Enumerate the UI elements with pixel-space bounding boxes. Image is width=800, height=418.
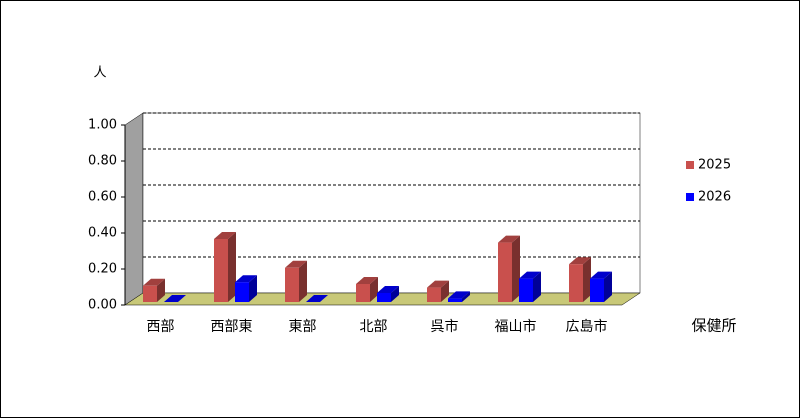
- y-tick-label: 0.20: [88, 262, 117, 277]
- bar-front: [377, 293, 391, 302]
- bar: [306, 295, 328, 302]
- bar-side: [441, 280, 449, 302]
- y-tick-label: 1.00: [88, 118, 117, 133]
- bar-side: [604, 271, 612, 302]
- bar-side: [228, 232, 236, 302]
- bar-side: [370, 277, 378, 302]
- bar-front: [427, 287, 441, 302]
- x-tick-label: 西部東: [211, 319, 253, 335]
- bar-top: [285, 260, 307, 268]
- bar-top: [519, 271, 541, 279]
- legend-label: 2025: [698, 158, 731, 173]
- bar-side: [583, 257, 591, 302]
- legend-swatch: [686, 161, 694, 169]
- bar-top: [377, 286, 399, 293]
- bar-front: [214, 239, 228, 302]
- bar: [427, 280, 449, 302]
- bar-front: [498, 242, 512, 302]
- side-wall: [124, 112, 144, 306]
- bar-front: [235, 282, 249, 302]
- bar-front: [519, 278, 533, 302]
- bar: [235, 275, 257, 302]
- bar-top: [498, 235, 520, 243]
- bar-side: [462, 291, 470, 302]
- bar-side: [391, 286, 399, 302]
- bar: [214, 232, 236, 302]
- x-tick-label: 東部: [289, 319, 317, 335]
- y-tick-label: 0.80: [88, 154, 117, 169]
- x-tick-label: 広島市: [566, 318, 608, 335]
- bar: [448, 291, 470, 302]
- bar-side: [157, 278, 165, 302]
- bar: [569, 257, 591, 302]
- bar-top: [235, 275, 257, 283]
- y-tick-label: 0.40: [88, 226, 117, 241]
- y-tick-label: 0.00: [88, 298, 117, 313]
- bar-side: [249, 275, 257, 302]
- bar: [498, 235, 520, 302]
- bar: [356, 277, 378, 302]
- bar-top: [448, 291, 470, 299]
- y-tick-label: 0.60: [88, 190, 117, 205]
- bar-top: [214, 232, 236, 239]
- bar: [519, 271, 541, 302]
- bar-side: [299, 260, 307, 302]
- bar: [143, 278, 165, 302]
- bar: [590, 271, 612, 302]
- bar-top: [306, 295, 328, 302]
- bar-front: [569, 264, 583, 302]
- bar-front: [590, 278, 604, 302]
- bar-top: [164, 295, 186, 302]
- x-tick-label: 北部: [360, 319, 388, 335]
- legend-label: 2026: [698, 190, 731, 205]
- bar-top: [590, 271, 612, 279]
- bar: [377, 286, 399, 302]
- bar-front: [143, 285, 157, 302]
- bar-top: [143, 278, 165, 286]
- bar: [164, 295, 186, 302]
- bar-side: [512, 235, 520, 302]
- legend-swatch: [686, 193, 694, 201]
- bar-front: [285, 267, 299, 302]
- bar-top: [427, 280, 449, 288]
- x-tick-label: 福山市: [495, 318, 537, 335]
- bar-front: [356, 284, 370, 302]
- x-tick-label: 西部: [147, 319, 175, 335]
- bar-front: [448, 298, 462, 302]
- bar-top: [356, 277, 378, 284]
- x-tick-label: 呉市: [431, 318, 459, 335]
- x-axis-label: 保健所: [691, 317, 736, 335]
- bar: [285, 260, 307, 302]
- bar-top: [569, 257, 591, 265]
- y-axis-label: 人: [93, 66, 106, 81]
- bar-side: [533, 271, 541, 302]
